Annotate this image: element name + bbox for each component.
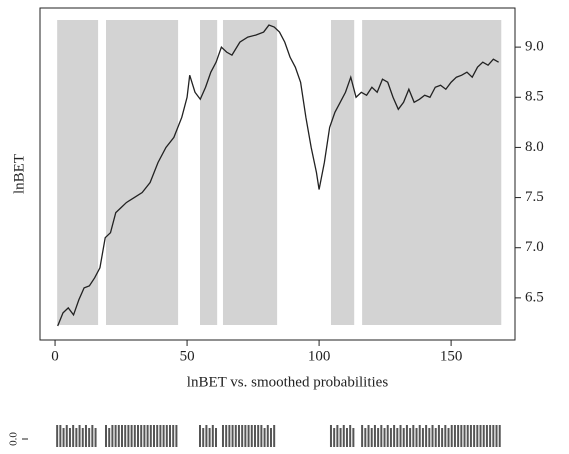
y-tick-label: 7.0 (525, 239, 544, 255)
strip-region (221, 425, 276, 447)
x-axis-label: lnBET vs. smoothed probabilities (187, 374, 389, 390)
plot-frame (39, 7, 516, 341)
shaded-region (330, 20, 355, 325)
y-tick-label: 7.5 (525, 189, 544, 205)
x-tick-label: 50 (180, 348, 195, 364)
strip-region (105, 425, 178, 447)
data-line (57, 24, 499, 327)
strip-region (329, 425, 355, 447)
y-axis-label: lnBET (11, 154, 27, 194)
shaded-region (200, 20, 218, 325)
shaded-region (362, 20, 502, 325)
strip-region (56, 425, 97, 447)
strip-region (361, 425, 501, 447)
x-tick-label: 100 (308, 348, 331, 364)
y-tick-label: 6.5 (525, 289, 544, 305)
y-tick-label: 9.0 (525, 39, 544, 55)
shaded-region (57, 20, 99, 325)
y-tick-label: 8.5 (525, 89, 544, 105)
y-tick-label: 0.0 (8, 432, 20, 446)
y-tick-label: 8.0 (525, 139, 544, 155)
strip-region (199, 425, 218, 447)
shaded-region (106, 20, 179, 325)
x-tick-label: 0 (51, 348, 59, 364)
x-tick-label: 150 (440, 348, 463, 364)
shaded-region (222, 20, 278, 325)
